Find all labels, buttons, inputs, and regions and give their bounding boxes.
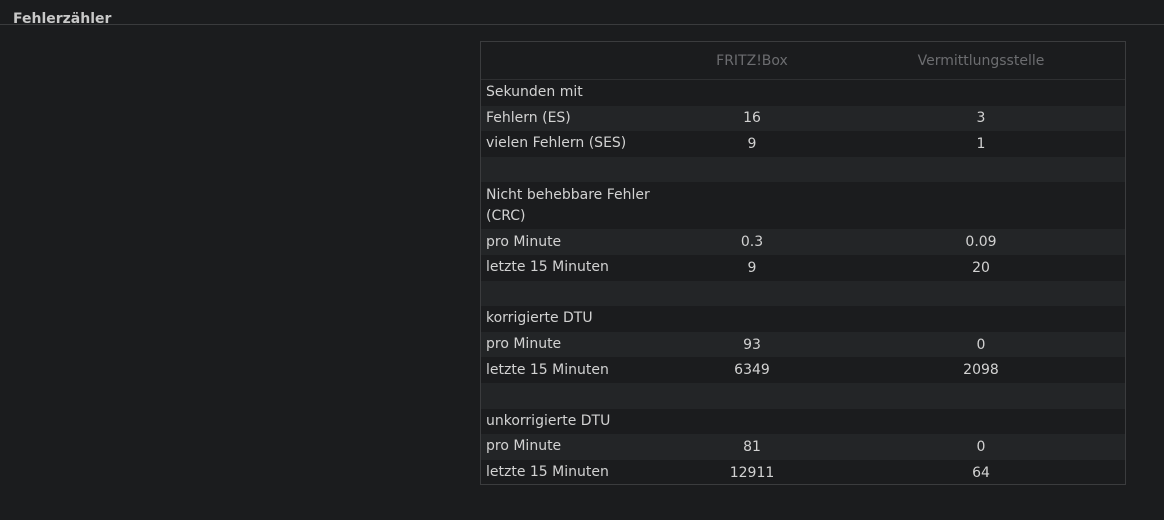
table-row: pro Minute 81 0 xyxy=(481,434,1125,460)
table-body: Sekunden mit Fehlern (ES) 16 3 vielen Fe… xyxy=(481,80,1125,485)
fritzbox-value: 81 xyxy=(743,438,761,455)
vst-value: 0 xyxy=(976,438,986,455)
vst-value xyxy=(881,281,1081,307)
table-row-spacer xyxy=(481,156,1125,183)
fritzbox-value: 93 xyxy=(743,336,761,353)
table-row-spacer xyxy=(481,382,1125,409)
vst-value: 20 xyxy=(972,259,990,276)
vst-value: 1 xyxy=(976,135,986,152)
vst-value xyxy=(881,306,1081,332)
table-row: pro Minute 0.3 0.09 xyxy=(481,229,1125,255)
row-label: pro Minute xyxy=(486,233,562,250)
column-header-fritzbox: FRITZ!Box xyxy=(716,53,788,69)
vst-value xyxy=(881,80,1081,106)
vst-value xyxy=(881,383,1081,409)
row-label: pro Minute xyxy=(486,438,562,455)
row-label: letzte 15 Minuten xyxy=(486,361,609,378)
fritzbox-value xyxy=(666,80,838,106)
error-counter-table: FRITZ!Box Vermittlungsstelle Sekunden mi… xyxy=(480,41,1126,485)
table-row-spacer xyxy=(481,280,1125,307)
row-label: vielen Fehlern (SES) xyxy=(486,135,627,152)
vst-value xyxy=(881,409,1081,435)
fritzbox-value: 16 xyxy=(743,110,761,127)
vst-value: 0.09 xyxy=(965,234,997,251)
row-label: unkorrigierte DTU xyxy=(486,412,611,429)
table-header: FRITZ!Box Vermittlungsstelle xyxy=(481,42,1125,80)
row-label: letzte 15 Minuten xyxy=(486,259,609,276)
fritzbox-value: 6349 xyxy=(734,362,770,379)
table-row: Sekunden mit xyxy=(481,80,1125,106)
section-header: Fehlerzähler xyxy=(0,0,1164,27)
row-label xyxy=(486,383,666,409)
fritzbox-value xyxy=(666,306,838,332)
vst-value: 64 xyxy=(972,464,990,481)
row-label: letzte 15 Minuten xyxy=(486,464,609,481)
vst-value xyxy=(881,182,1081,229)
row-label: Sekunden mit xyxy=(486,84,583,101)
fritzbox-value xyxy=(666,383,838,409)
vst-value: 2098 xyxy=(963,362,999,379)
table-row: letzte 15 Minuten 12911 64 xyxy=(481,460,1125,486)
row-label: Nicht behebbare Fehler (CRC) xyxy=(486,186,650,224)
vst-value xyxy=(881,157,1081,183)
row-label: Fehlern (ES) xyxy=(486,109,571,126)
vst-value: 0 xyxy=(976,336,986,353)
fritzbox-value: 9 xyxy=(747,259,757,276)
table-row: Nicht behebbare Fehler (CRC) xyxy=(481,182,1125,229)
table-row: letzte 15 Minuten 6349 2098 xyxy=(481,357,1125,383)
table-row: unkorrigierte DTU xyxy=(481,409,1125,435)
column-header-vermittlungsstelle: Vermittlungsstelle xyxy=(917,53,1045,69)
table-row: vielen Fehlern (SES) 9 1 xyxy=(481,131,1125,157)
row-label xyxy=(486,281,666,307)
fritzbox-value: 0.3 xyxy=(740,234,764,251)
row-label: pro Minute xyxy=(486,336,562,353)
fritzbox-value xyxy=(666,281,838,307)
fritzbox-value: 12911 xyxy=(729,464,775,481)
table-row: letzte 15 Minuten 9 20 xyxy=(481,255,1125,281)
fritzbox-value xyxy=(666,409,838,435)
row-label xyxy=(486,157,666,183)
row-label: korrigierte DTU xyxy=(486,310,593,327)
fritzbox-value xyxy=(666,182,838,229)
vst-value: 3 xyxy=(976,110,986,127)
table-row: korrigierte DTU xyxy=(481,306,1125,332)
section-title: Fehlerzähler xyxy=(13,11,112,27)
fritzbox-value: 9 xyxy=(747,135,757,152)
table-row: Fehlern (ES) 16 3 xyxy=(481,105,1125,132)
fritzbox-value xyxy=(666,157,838,183)
table-row: pro Minute 93 0 xyxy=(481,331,1125,358)
